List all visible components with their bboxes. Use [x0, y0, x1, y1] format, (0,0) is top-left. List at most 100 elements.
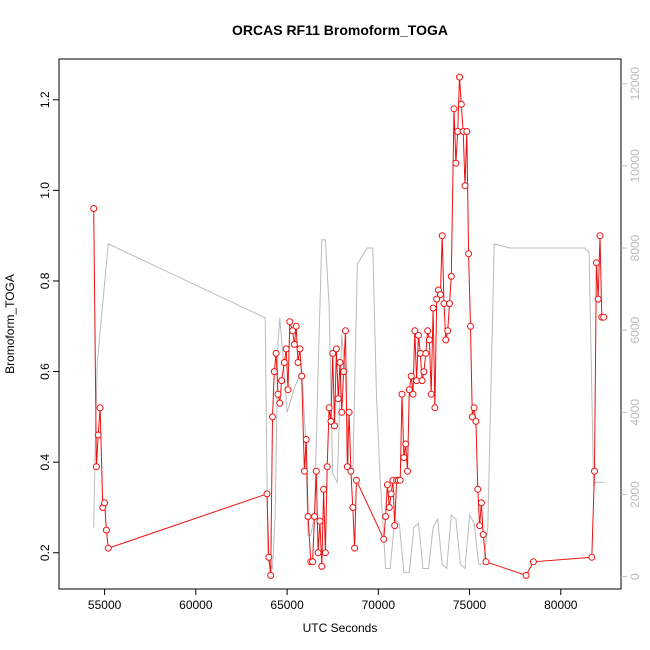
- data-point: [304, 513, 312, 520]
- data-point: [387, 490, 395, 498]
- data-point: [320, 485, 328, 493]
- data-point: [351, 544, 359, 552]
- y2-tick-label: 4000: [628, 399, 642, 426]
- x-tick-label: 65000: [270, 598, 304, 612]
- data-point: [280, 359, 288, 366]
- data-point: [334, 395, 342, 403]
- data-point: [467, 322, 474, 330]
- data-point: [329, 349, 337, 357]
- data-point: [424, 327, 432, 335]
- data-point: [345, 408, 353, 416]
- data-point: [272, 349, 280, 357]
- data-point: [385, 504, 393, 511]
- data-point: [596, 232, 604, 240]
- data-point: [282, 345, 290, 353]
- x-tick-label: 80000: [544, 598, 578, 612]
- data-point: [292, 322, 300, 330]
- data-point: [321, 549, 329, 557]
- y-axis-label: Bromoform_TOGA: [3, 274, 17, 374]
- data-point: [446, 300, 453, 308]
- data-point: [594, 295, 602, 303]
- data-point: [396, 476, 404, 484]
- data-point: [477, 499, 485, 507]
- data-point: [327, 417, 335, 425]
- data-point: [104, 544, 112, 552]
- data-point: [309, 558, 317, 566]
- data-point: [482, 558, 490, 566]
- secondary-line: [93, 239, 605, 574]
- data-point: [284, 386, 292, 394]
- data-point: [294, 359, 302, 366]
- data-point: [476, 522, 484, 530]
- data-point: [407, 372, 415, 380]
- x-axis: 55000 60000 65000 70000 75000 80000: [88, 588, 578, 612]
- y-tick-label: 0.6: [38, 363, 52, 380]
- data-point: [472, 417, 480, 425]
- y-tick-label: 0.2: [38, 544, 52, 561]
- data-point: [411, 327, 419, 335]
- data-point: [429, 304, 437, 312]
- data-point: [463, 128, 471, 135]
- y2-tick-label: 2000: [628, 481, 642, 508]
- data-point: [349, 504, 357, 511]
- data-point: [290, 340, 298, 348]
- data-point: [302, 436, 310, 443]
- data-point: [461, 182, 469, 190]
- data-point: [269, 413, 276, 421]
- y2-tick-label: 10000: [628, 149, 642, 183]
- y2-axis: 0 2000 4000 6000 8000 10000 12000: [621, 67, 642, 580]
- data-point: [380, 535, 388, 543]
- data-point: [383, 481, 391, 489]
- data-point: [442, 336, 450, 344]
- x-axis-label: UTC Seconds: [303, 621, 378, 635]
- plot-frame: [58, 58, 622, 590]
- data-point: [274, 390, 282, 398]
- data-point: [474, 485, 482, 493]
- y-tick-label: 0.4: [38, 453, 52, 470]
- data-point: [591, 467, 598, 475]
- y-tick-label: 1.0: [38, 182, 52, 199]
- data-point: [592, 259, 600, 267]
- data-point: [452, 159, 460, 167]
- y2-tick-label: 8000: [628, 234, 642, 261]
- data-point: [431, 404, 439, 412]
- bromoform-series: [90, 73, 608, 579]
- data-point: [468, 413, 476, 421]
- secondary-series: [93, 239, 605, 574]
- data-point: [298, 372, 306, 380]
- data-point: [422, 349, 430, 357]
- data-point: [404, 467, 411, 475]
- data-point: [438, 232, 446, 240]
- data-point: [90, 205, 98, 212]
- data-point: [296, 345, 304, 353]
- data-point: [336, 359, 344, 366]
- data-point: [286, 318, 294, 326]
- data-point: [450, 105, 458, 113]
- y2-tick-label: 12000: [628, 67, 642, 101]
- data-point: [331, 422, 338, 430]
- data-point: [312, 467, 320, 475]
- data-point: [267, 571, 275, 579]
- data-point: [340, 368, 348, 376]
- data-point: [325, 404, 333, 412]
- data-point: [465, 250, 473, 258]
- data-point: [316, 517, 324, 525]
- data-point: [265, 553, 273, 561]
- data-point: [382, 513, 390, 520]
- data-point: [433, 295, 441, 303]
- data-point: [278, 377, 286, 385]
- data-point: [101, 499, 109, 507]
- data-point: [338, 408, 346, 416]
- data-point: [522, 571, 530, 579]
- data-point: [529, 558, 537, 566]
- data-point: [470, 404, 478, 412]
- y2-tick-label: 6000: [628, 316, 642, 343]
- data-point: [418, 377, 426, 385]
- data-point: [400, 454, 408, 462]
- bromoform-line: [93, 77, 604, 577]
- y2-tick-label: 0: [628, 573, 642, 580]
- data-point: [332, 345, 340, 353]
- data-point: [457, 100, 465, 108]
- x-tick-label: 75000: [453, 598, 487, 612]
